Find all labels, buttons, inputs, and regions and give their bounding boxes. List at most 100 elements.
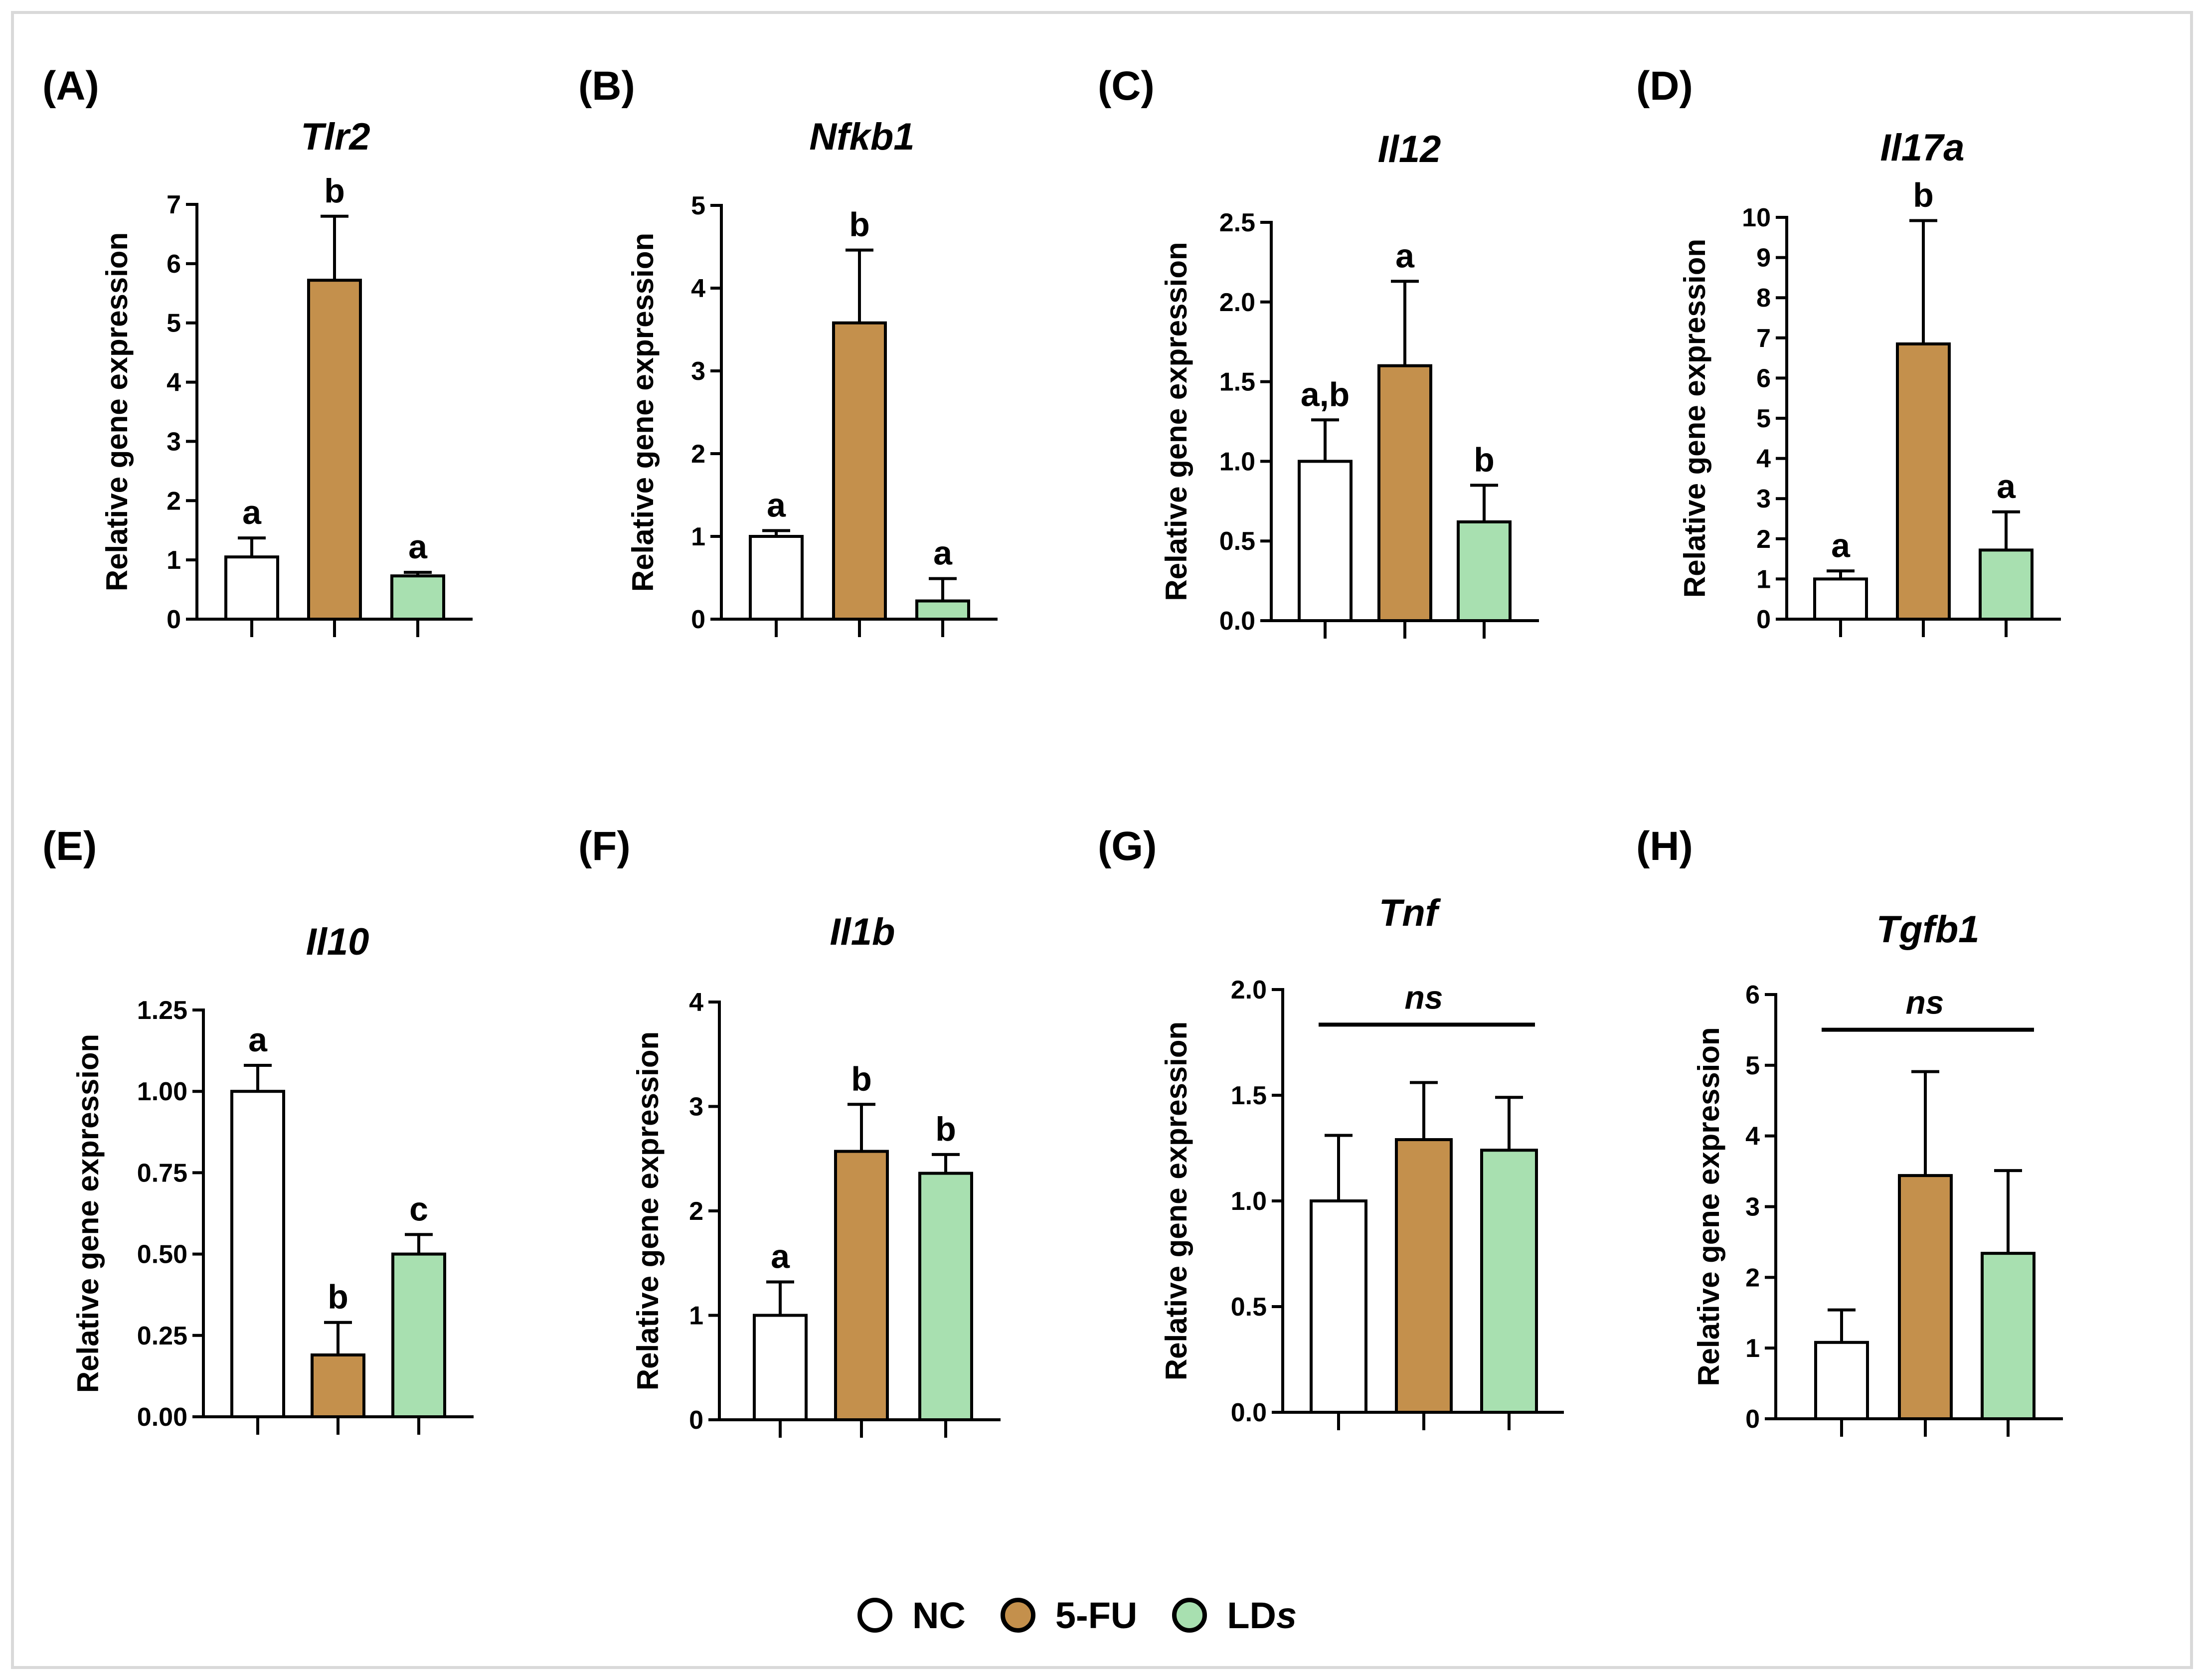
y-tick-label: 1.0	[1231, 1187, 1267, 1216]
y-tick-label: 1	[1756, 565, 1771, 594]
chart-title: Il17a	[1880, 127, 1964, 169]
ns-label: ns	[1404, 979, 1443, 1015]
ns-label: ns	[1905, 984, 1944, 1021]
y-axis-label: Relative gene expression	[1160, 1021, 1193, 1380]
significance-letter: b	[324, 172, 345, 210]
y-tick-label: 0.75	[137, 1159, 187, 1187]
bar-5fu	[832, 321, 887, 621]
chart-title: Il1b	[830, 911, 895, 953]
significance-letter: b	[851, 1060, 872, 1098]
y-tick-label: 2	[1756, 525, 1771, 554]
panel-label: (G)	[1098, 824, 1157, 869]
panel-label: (B)	[578, 63, 635, 109]
y-tick-label: 5	[1745, 1051, 1760, 1080]
bar-5fu	[1377, 364, 1432, 622]
bar-nc	[1310, 1199, 1367, 1414]
y-tick-label: 1	[691, 522, 705, 551]
bar-5fu	[307, 279, 362, 621]
chart-title: Tnf	[1379, 892, 1441, 934]
y-tick-label: 7	[167, 190, 181, 219]
panel-h: (H) Tgfb1 Relative gene expression 0 1 2 3 4 5 6 n…	[1636, 824, 2063, 1437]
legend-5fu-marker	[1000, 1598, 1035, 1633]
y-tick-label: 8	[1756, 284, 1771, 313]
y-tick-label: 2.0	[1219, 288, 1255, 317]
y-tick-label: 2	[691, 440, 705, 469]
y-tick-label: 1.5	[1231, 1081, 1267, 1110]
panel-c: (C) Il12 Relative gene expression 0.0 0.5 1.0…	[1098, 63, 1539, 639]
panel-label: (H)	[1636, 824, 1693, 869]
panel-label: (E)	[42, 824, 97, 869]
bar-nc	[230, 1090, 285, 1418]
significance-letter: c	[409, 1190, 428, 1228]
y-axis-label: Relative gene expression	[100, 232, 134, 591]
y-tick-label: 10	[1742, 203, 1771, 232]
y-tick-label: 6	[1756, 364, 1771, 393]
y-tick-label: 7	[1756, 324, 1771, 353]
y-tick-label: 1	[167, 546, 181, 575]
bar-lds	[391, 1252, 446, 1419]
y-tick-label: 4	[689, 988, 703, 1017]
y-tick-label: 0.0	[1219, 607, 1255, 636]
significance-letter: b	[328, 1278, 348, 1316]
y-tick-label: 4	[167, 368, 181, 397]
y-tick-label: 6	[167, 250, 181, 279]
figure-border	[11, 11, 2193, 1669]
y-tick-label: 0.5	[1231, 1293, 1267, 1322]
significance-letter: a	[242, 494, 262, 531]
y-tick-label: 2	[167, 487, 181, 515]
y-tick-label: 3	[167, 427, 181, 456]
y-axis-label: Relative gene expression	[626, 233, 660, 592]
panel-label: (C)	[1098, 63, 1155, 109]
y-tick-label: 6	[1745, 981, 1760, 1009]
bar-nc	[224, 555, 279, 621]
y-tick-label: 0	[1756, 605, 1771, 634]
significance-letter: b	[849, 206, 870, 244]
y-tick-label: 4	[1745, 1122, 1760, 1151]
y-tick-label: 1	[1745, 1334, 1760, 1363]
y-tick-label: 4	[1756, 445, 1771, 474]
panel-label: (F)	[578, 824, 631, 869]
y-tick-label: 0.0	[1231, 1398, 1267, 1427]
significance-letter: a	[408, 528, 428, 566]
bar-5fu	[1395, 1138, 1453, 1414]
bar-lds	[1981, 1252, 2035, 1421]
y-tick-label: 0.00	[137, 1403, 187, 1432]
legend-item-nc: NC	[857, 1594, 966, 1637]
y-tick-label: 2.5	[1219, 208, 1255, 237]
legend-5fu-label: 5-FU	[1055, 1594, 1138, 1636]
legend: NC 5-FU LDs	[857, 1578, 1332, 1653]
significance-letter: a	[933, 534, 953, 572]
y-tick-label: 0	[691, 605, 705, 634]
y-axis-label: Relative gene expression	[1678, 239, 1711, 598]
bar-nc	[1813, 577, 1868, 621]
bar-5fu	[834, 1150, 889, 1421]
legend-lds-label-suffix: s	[1276, 1594, 1297, 1636]
legend-nc-marker	[857, 1598, 892, 1633]
legend-nc-label: NC	[912, 1594, 966, 1636]
y-tick-label: 5	[1756, 404, 1771, 433]
significance-letter: a	[1831, 526, 1851, 564]
chart-title: Il10	[306, 921, 369, 963]
bar-nc	[753, 1314, 808, 1421]
chart-title: Tgfb1	[1876, 908, 1980, 951]
panel-e: (E) Il10 Relative gene expression 0.00 0.25 0…	[42, 824, 474, 1435]
y-tick-label: 2	[1745, 1263, 1760, 1292]
legend-lds-label-main: LD	[1227, 1594, 1276, 1636]
bar-5fu	[1896, 342, 1951, 621]
significance-letter: a,b	[1301, 375, 1350, 413]
y-tick-label: 5	[167, 309, 181, 338]
panel-b: (B) Nfkb1 Relative gene expression 0 1 2 3 4 5 a b…	[578, 63, 998, 637]
y-tick-label: 5	[691, 191, 705, 220]
y-tick-label: 0	[1745, 1405, 1760, 1434]
y-tick-label: 3	[691, 357, 705, 386]
bar-lds	[390, 574, 445, 621]
y-tick-label: 1.00	[137, 1077, 187, 1106]
legend-item-5fu: 5-FU	[1000, 1594, 1138, 1637]
legend-lds-label: LDs	[1227, 1594, 1297, 1637]
y-tick-label: 3	[1756, 485, 1771, 513]
bar-nc	[1814, 1341, 1869, 1421]
bar-lds	[915, 599, 970, 621]
bar-5fu	[311, 1353, 365, 1419]
y-tick-label: 0.50	[137, 1240, 187, 1269]
